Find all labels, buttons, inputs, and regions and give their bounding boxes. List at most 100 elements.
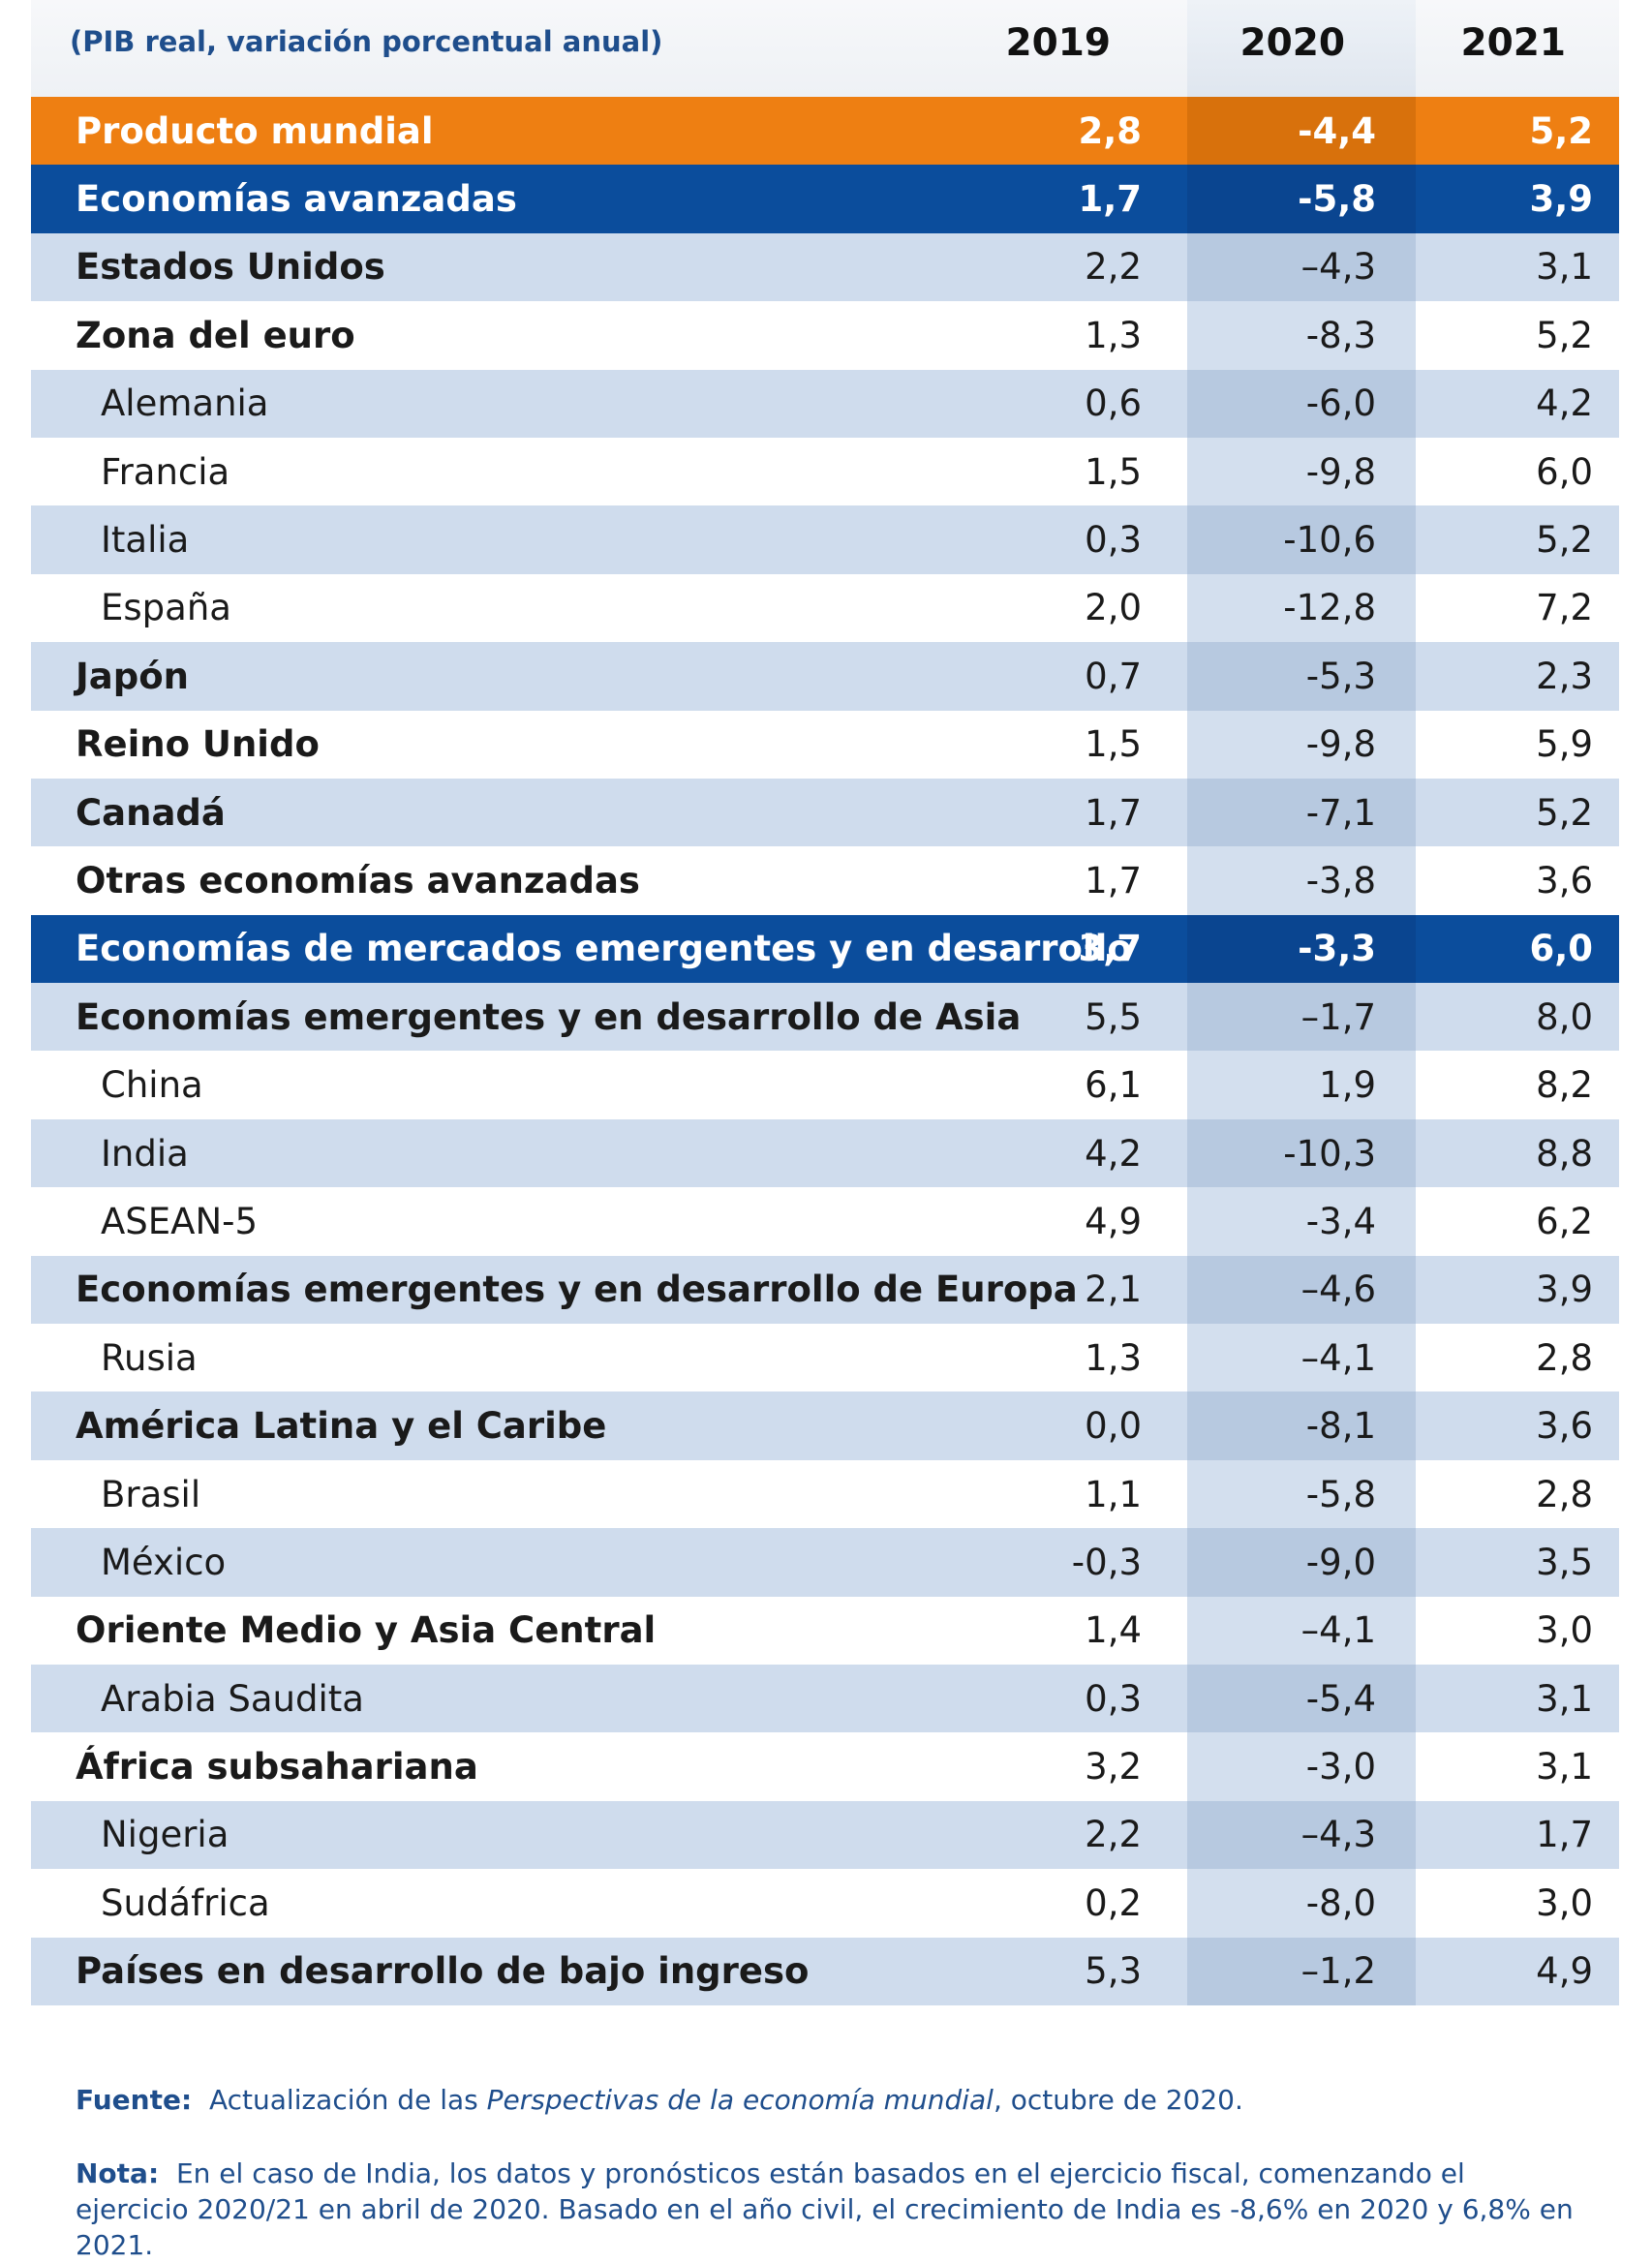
table-row: Países en desarrollo de bajo ingreso 5,3 –… bbox=[31, 1937, 1619, 2005]
value-2019: 2,1 bbox=[1085, 1269, 1142, 1311]
value-2021: 7,2 bbox=[1536, 587, 1593, 629]
row-label: Economías de mercados emergentes y en de… bbox=[76, 928, 1132, 970]
value-2021: 6,0 bbox=[1529, 928, 1593, 970]
value-2021: 3,1 bbox=[1536, 1677, 1593, 1720]
value-2021: 2,8 bbox=[1536, 1473, 1593, 1515]
column-2020-shade bbox=[1187, 1255, 1416, 1325]
value-2021: 5,2 bbox=[1536, 519, 1593, 562]
column-2020-shade bbox=[1187, 1664, 1416, 1733]
source-text-before: Actualización de las bbox=[208, 2084, 487, 2116]
table-row: México -0,3 -9,0 3,5 bbox=[31, 1528, 1619, 1597]
row-label: Reino Unido bbox=[76, 723, 320, 766]
column-2020-shade bbox=[1187, 1732, 1416, 1801]
value-2021: 3,0 bbox=[1536, 1609, 1593, 1652]
value-2020: -5,3 bbox=[1305, 655, 1376, 697]
table-row: Oriente Medio y Asia Central 1,4 –4,1 3,0 bbox=[31, 1596, 1619, 1665]
value-2019: 2,2 bbox=[1085, 1814, 1142, 1856]
value-2019: 2,2 bbox=[1085, 246, 1142, 289]
column-2020-shade bbox=[1187, 165, 1416, 233]
source-tag: Fuente: bbox=[76, 2084, 193, 2116]
row-label: Nigeria bbox=[101, 1814, 229, 1856]
value-2021: 4,2 bbox=[1536, 382, 1593, 425]
value-2020: –4,3 bbox=[1300, 1814, 1376, 1856]
value-2020: -10,6 bbox=[1283, 519, 1376, 562]
source-note: Fuente: Actualización de las Perspectiva… bbox=[76, 2082, 1586, 2118]
value-2021: 5,2 bbox=[1536, 791, 1593, 834]
value-2019: 0,6 bbox=[1085, 382, 1142, 425]
value-2021: 5,2 bbox=[1529, 109, 1593, 152]
row-label: Rusia bbox=[101, 1336, 198, 1379]
column-2020-shade bbox=[1187, 1800, 1416, 1870]
column-header-2019: 2019 bbox=[1005, 21, 1111, 65]
table-row: Francia 1,5 -9,8 6,0 bbox=[31, 437, 1619, 506]
value-2020: 1,9 bbox=[1319, 1064, 1376, 1107]
value-2021: 5,2 bbox=[1536, 314, 1593, 356]
value-2020: –1,2 bbox=[1300, 1950, 1376, 1993]
value-2021: 3,6 bbox=[1536, 1405, 1593, 1448]
table-row: ASEAN-5 4,9 -3,4 6,2 bbox=[31, 1187, 1619, 1256]
column-2020-shade bbox=[1187, 505, 1416, 574]
row-label: Economías emergentes y en desarrollo de … bbox=[76, 1269, 1078, 1311]
column-2020-shade bbox=[1187, 1051, 1416, 1119]
value-2019: 0,0 bbox=[1085, 1405, 1142, 1448]
value-2020: -3,3 bbox=[1298, 928, 1376, 970]
table-row: África subsahariana 3,2 -3,0 3,1 bbox=[31, 1732, 1619, 1801]
table-row: Canadá 1,7 -7,1 5,2 bbox=[31, 778, 1619, 847]
row-label: Arabia Saudita bbox=[101, 1677, 364, 1720]
value-2021: 8,2 bbox=[1536, 1064, 1593, 1107]
value-2021: 3,0 bbox=[1536, 1881, 1593, 1924]
value-2020: -4,4 bbox=[1298, 109, 1376, 152]
value-2021: 3,5 bbox=[1536, 1541, 1593, 1583]
value-2019: 1,3 bbox=[1085, 1336, 1142, 1379]
row-label: México bbox=[101, 1541, 227, 1583]
value-2021: 3,9 bbox=[1529, 178, 1593, 221]
table-row: España 2,0 -12,8 7,2 bbox=[31, 573, 1619, 643]
footnote: Nota: En el caso de India, los datos y p… bbox=[76, 2156, 1586, 2263]
value-2019: 3,2 bbox=[1085, 1746, 1142, 1789]
value-2021: 3,6 bbox=[1536, 859, 1593, 902]
column-2020-shade bbox=[1187, 846, 1416, 915]
value-2019: 5,3 bbox=[1085, 1950, 1142, 1993]
column-2020-shade bbox=[1187, 1187, 1416, 1256]
row-label: Otras economías avanzadas bbox=[76, 859, 640, 902]
value-2020: -12,8 bbox=[1283, 587, 1376, 629]
value-2020: -7,1 bbox=[1305, 791, 1376, 834]
table-row: Alemania 0,6 -6,0 4,2 bbox=[31, 369, 1619, 438]
value-2020: -5,8 bbox=[1298, 178, 1376, 221]
value-2021: 2,3 bbox=[1536, 655, 1593, 697]
value-2019: 1,4 bbox=[1085, 1609, 1142, 1652]
value-2020: -9,8 bbox=[1305, 723, 1376, 766]
table-row: Economías emergentes y en desarrollo de … bbox=[31, 1255, 1619, 1325]
value-2019: 2,8 bbox=[1078, 109, 1142, 152]
table-row: India 4,2 -10,3 8,8 bbox=[31, 1118, 1619, 1188]
value-2019: 4,9 bbox=[1085, 1200, 1142, 1242]
source-publication-title: Perspectivas de la economía mundial bbox=[486, 2084, 994, 2116]
row-label: Países en desarrollo de bajo ingreso bbox=[76, 1950, 810, 1993]
value-2020: -3,4 bbox=[1305, 1200, 1376, 1242]
column-2020-shade bbox=[1187, 97, 1416, 166]
column-2020-shade bbox=[1187, 642, 1416, 711]
value-2020: -5,4 bbox=[1305, 1677, 1376, 1720]
value-2020: -8,0 bbox=[1305, 1881, 1376, 1924]
row-label: Zona del euro bbox=[76, 314, 355, 356]
column-2020-shade bbox=[1187, 778, 1416, 847]
value-2019: 0,3 bbox=[1085, 519, 1142, 562]
row-label: Oriente Medio y Asia Central bbox=[76, 1609, 657, 1652]
value-2019: -0,3 bbox=[1071, 1541, 1142, 1583]
table-row: Arabia Saudita 0,3 -5,4 3,1 bbox=[31, 1664, 1619, 1733]
row-label: Sudáfrica bbox=[101, 1881, 270, 1924]
column-2020-shade bbox=[1187, 369, 1416, 438]
header-2020-shade bbox=[1187, 0, 1416, 97]
row-label: Brasil bbox=[101, 1473, 201, 1515]
value-2021: 2,8 bbox=[1536, 1336, 1593, 1379]
row-label: Francia bbox=[101, 450, 230, 493]
table-row: América Latina y el Caribe 0,0 -8,1 3,6 bbox=[31, 1391, 1619, 1460]
table-row: Estados Unidos 2,2 –4,3 3,1 bbox=[31, 232, 1619, 302]
value-2019: 2,0 bbox=[1085, 587, 1142, 629]
row-label: Canadá bbox=[76, 791, 226, 834]
row-label: China bbox=[101, 1064, 203, 1107]
value-2019: 5,5 bbox=[1085, 995, 1142, 1038]
value-2021: 6,0 bbox=[1536, 450, 1593, 493]
column-2020-shade bbox=[1187, 1937, 1416, 2005]
value-2019: 1,7 bbox=[1085, 859, 1142, 902]
